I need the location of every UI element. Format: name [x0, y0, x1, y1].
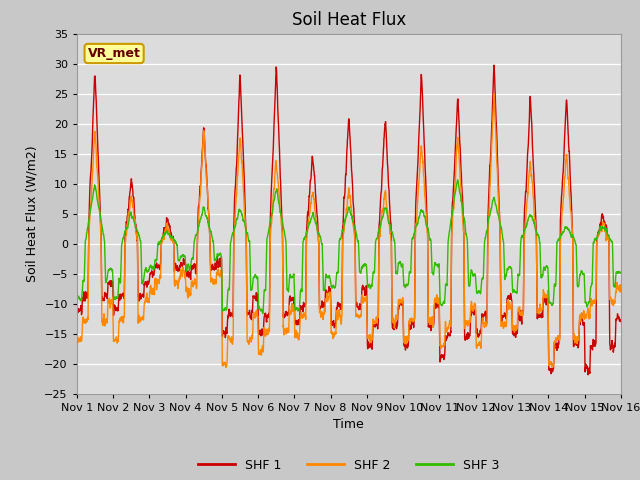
SHF 3 — [73, 295, 81, 301]
SHF 3 — [282, 236, 289, 242]
SHF 1 — [282, 309, 289, 315]
SHF 3 — [454, 177, 461, 183]
Legend: SHF 1, SHF 2, SHF 3: SHF 1, SHF 2, SHF 3 — [193, 454, 504, 477]
SHF 3 — [135, 232, 143, 238]
Line: SHF 3: SHF 3 — [77, 180, 621, 314]
Line: SHF 2: SHF 2 — [77, 94, 621, 368]
SHF 3 — [305, 220, 313, 226]
Title: Soil Heat Flux: Soil Heat Flux — [292, 11, 406, 29]
SHF 2 — [607, 294, 614, 300]
SHF 1 — [548, 366, 556, 372]
SHF 1 — [135, 295, 143, 301]
SHF 2 — [617, 282, 625, 288]
SHF 3 — [548, 302, 556, 308]
X-axis label: Time: Time — [333, 418, 364, 431]
SHF 1 — [584, 372, 592, 378]
SHF 1 — [490, 62, 498, 68]
SHF 1 — [305, 196, 313, 202]
SHF 3 — [167, 235, 175, 240]
SHF 1 — [167, 232, 175, 238]
SHF 2 — [167, 235, 175, 241]
SHF 3 — [607, 237, 614, 242]
SHF 2 — [548, 364, 556, 370]
SHF 2 — [305, 214, 313, 220]
Text: VR_met: VR_met — [88, 47, 141, 60]
SHF 1 — [607, 347, 614, 353]
SHF 3 — [259, 311, 267, 317]
Line: SHF 1: SHF 1 — [77, 65, 621, 375]
SHF 2 — [73, 338, 81, 344]
SHF 2 — [490, 91, 498, 97]
SHF 2 — [222, 365, 230, 371]
SHF 2 — [282, 328, 289, 334]
SHF 2 — [135, 312, 143, 318]
SHF 3 — [617, 270, 625, 276]
Y-axis label: Soil Heat Flux (W/m2): Soil Heat Flux (W/m2) — [26, 145, 38, 282]
SHF 1 — [73, 304, 81, 310]
SHF 1 — [617, 319, 625, 324]
